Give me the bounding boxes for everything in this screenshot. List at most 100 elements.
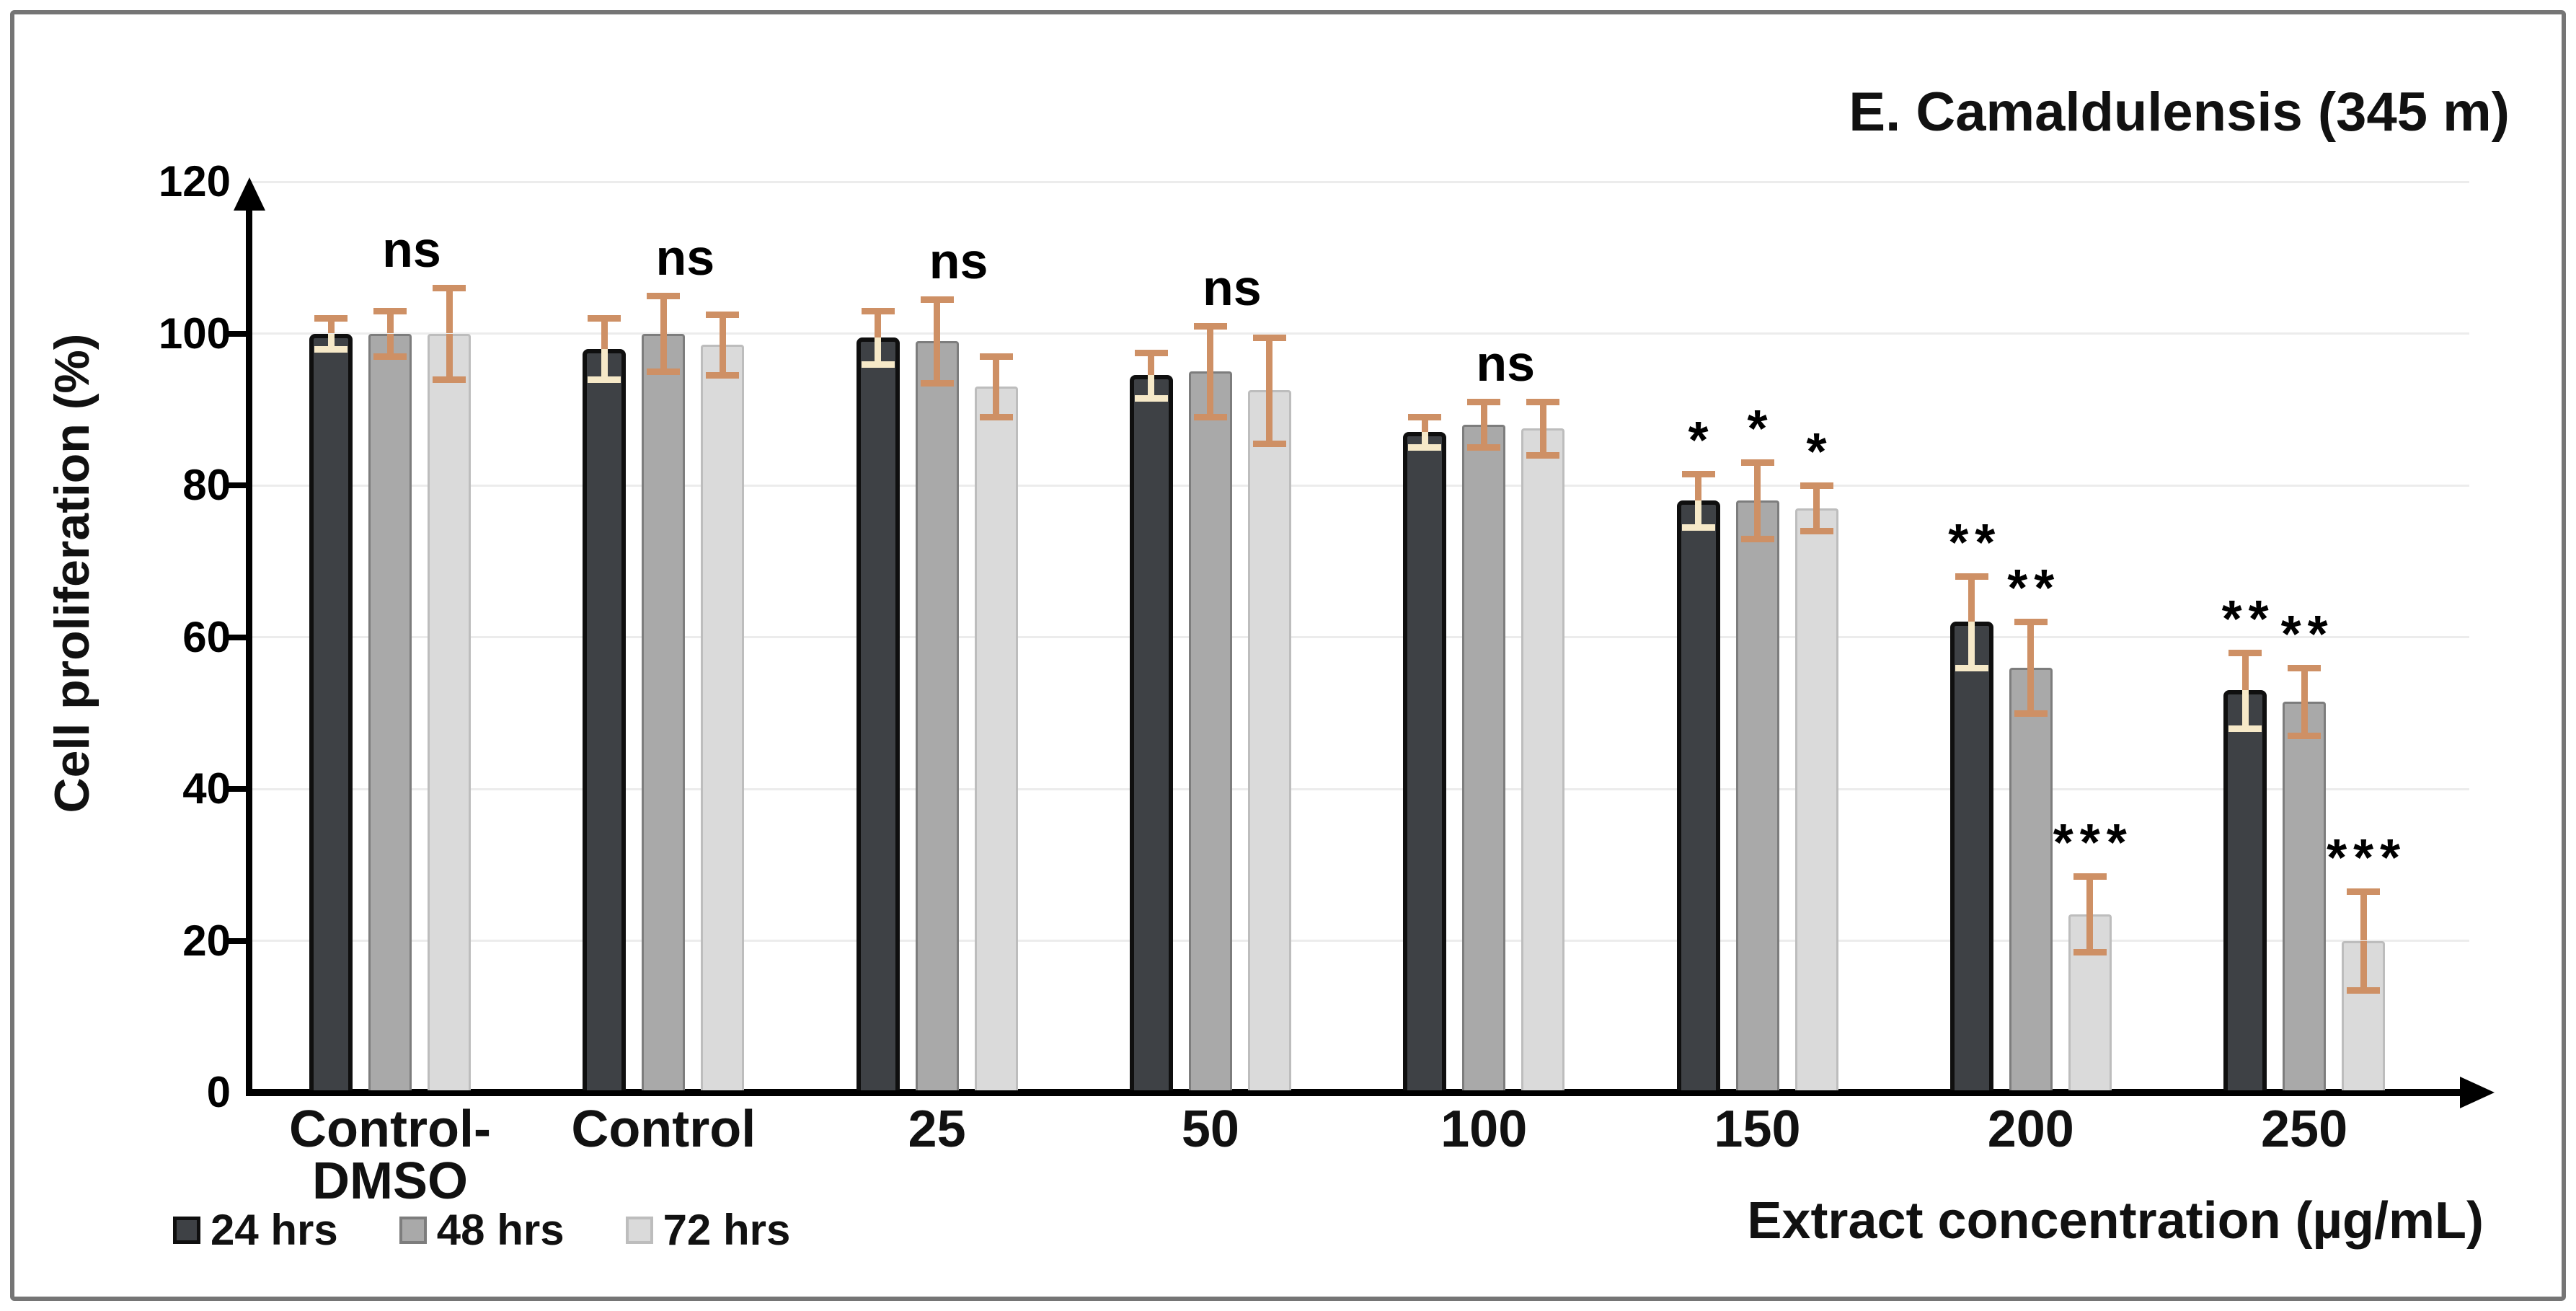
bar-24hrs-200 — [1949, 622, 1993, 1090]
bar-24hrs-25 — [856, 337, 900, 1090]
error-bar — [1754, 500, 1761, 539]
x-axis-title: Extract concentration (µg/mL) — [1747, 1192, 2484, 1250]
error-bar-cap — [373, 353, 407, 361]
error-bar — [1480, 424, 1487, 448]
bar-72hrs-25 — [974, 387, 1018, 1090]
x-tick-label-200: 200 — [1987, 1100, 2074, 1158]
error-bar-cap — [2014, 619, 2048, 626]
error-bar-cap — [1955, 664, 1988, 671]
sig-label-ns: ns — [929, 233, 988, 290]
error-bar-cap — [1800, 482, 1833, 489]
error-bar — [2027, 622, 2035, 668]
error-bar — [1421, 432, 1428, 448]
error-bar — [2086, 914, 2094, 953]
error-bar — [327, 318, 335, 334]
bar-72hrs-100 — [1521, 428, 1565, 1090]
gridline-120 — [251, 180, 2469, 183]
y-tick-label-80: 80 — [182, 461, 231, 509]
error-bar — [660, 295, 667, 334]
gridline-80 — [251, 484, 2469, 487]
error-bar — [1480, 402, 1487, 425]
error-bar-cap — [920, 296, 954, 304]
sig-label-ns: ns — [382, 221, 441, 278]
error-bar-cap — [1681, 471, 1715, 478]
error-bar — [875, 337, 882, 364]
error-bar-cap — [1193, 414, 1227, 421]
error-bar-cap — [373, 307, 407, 314]
error-bar-cap — [1800, 528, 1833, 535]
error-bar — [1421, 417, 1428, 433]
legend-swatch-48hrs — [399, 1217, 427, 1244]
error-bar — [1266, 337, 1273, 391]
error-bar — [660, 333, 667, 372]
error-bar — [1754, 462, 1761, 501]
error-bar — [719, 345, 726, 376]
y-tick-100 — [226, 330, 251, 337]
error-bar-cap — [1526, 451, 1560, 459]
bar-48hrs-250 — [2283, 701, 2327, 1090]
gridline-100 — [251, 332, 2469, 335]
legend-swatch-72hrs — [625, 1217, 653, 1244]
x-axis-arrow — [2460, 1077, 2495, 1108]
bar-48hrs-50 — [1188, 371, 1232, 1090]
bar-24hrs-100 — [1403, 432, 1447, 1090]
bar-72hrs-50 — [1247, 390, 1291, 1090]
error-bar-cap — [1134, 349, 1168, 356]
error-bar-cap — [1740, 459, 1774, 467]
error-bar-cap — [1193, 322, 1227, 330]
error-bar-cap — [1408, 414, 1442, 421]
error-bar-cap — [706, 372, 740, 379]
bar-72hrs-Control — [701, 345, 745, 1090]
y-tick-20 — [226, 937, 251, 944]
error-bar — [1813, 508, 1820, 531]
error-bar-cap — [314, 315, 348, 322]
legend: 24 hrs 48 hrs 72 hrs — [173, 1209, 851, 1252]
error-bar — [2027, 667, 2035, 713]
legend-label-24hrs: 24 hrs — [211, 1206, 338, 1254]
sig-label: * — [1747, 400, 1774, 459]
error-bar — [1968, 622, 1975, 668]
gridline-20 — [251, 940, 2469, 942]
error-bar-cap — [588, 376, 621, 383]
error-bar-cap — [2347, 888, 2381, 896]
y-axis-line — [246, 205, 252, 1096]
error-bar-cap — [1681, 524, 1715, 531]
legend-item-24hrs: 24 hrs — [173, 1209, 338, 1252]
error-bar — [1148, 352, 1155, 376]
error-bar — [386, 333, 394, 357]
sig-label-ns: ns — [1476, 335, 1536, 392]
error-bar — [875, 310, 882, 337]
y-tick-label-20: 20 — [182, 916, 231, 965]
sig-label: *** — [2327, 829, 2407, 888]
error-bar-cap — [647, 292, 681, 299]
error-bar-cap — [2288, 733, 2322, 740]
x-tick-label-250: 250 — [2261, 1100, 2348, 1158]
error-bar-cap — [433, 376, 466, 383]
y-tick-label-40: 40 — [182, 764, 231, 813]
bar-24hrs-250 — [2223, 690, 2267, 1090]
y-tick-label-120: 120 — [158, 157, 231, 206]
error-bar-cap — [706, 312, 740, 319]
error-bar — [2360, 940, 2367, 990]
error-bar-cap — [1467, 444, 1501, 451]
error-bar — [719, 314, 726, 345]
error-bar — [934, 341, 941, 383]
x-axis-line — [246, 1089, 2463, 1096]
x-tick-label-25: 25 — [908, 1100, 966, 1158]
error-bar-cap — [861, 361, 895, 368]
sig-label-ns: ns — [1203, 259, 1262, 316]
error-bar-cap — [1467, 399, 1501, 406]
gridline-60 — [251, 636, 2469, 638]
error-bar-cap — [1134, 394, 1168, 402]
x-tick-label-150: 150 — [1714, 1100, 1801, 1158]
error-bar — [2086, 876, 2094, 914]
error-bar-cap — [2347, 986, 2381, 994]
legend-item-72hrs: 72 hrs — [625, 1209, 790, 1252]
y-tick-label-60: 60 — [182, 612, 231, 661]
y-tick-label-100: 100 — [158, 309, 231, 358]
error-bar — [2301, 667, 2308, 702]
error-bar-cap — [2014, 710, 2048, 717]
error-bar — [1695, 474, 1701, 501]
sig-label: * — [1806, 423, 1833, 481]
